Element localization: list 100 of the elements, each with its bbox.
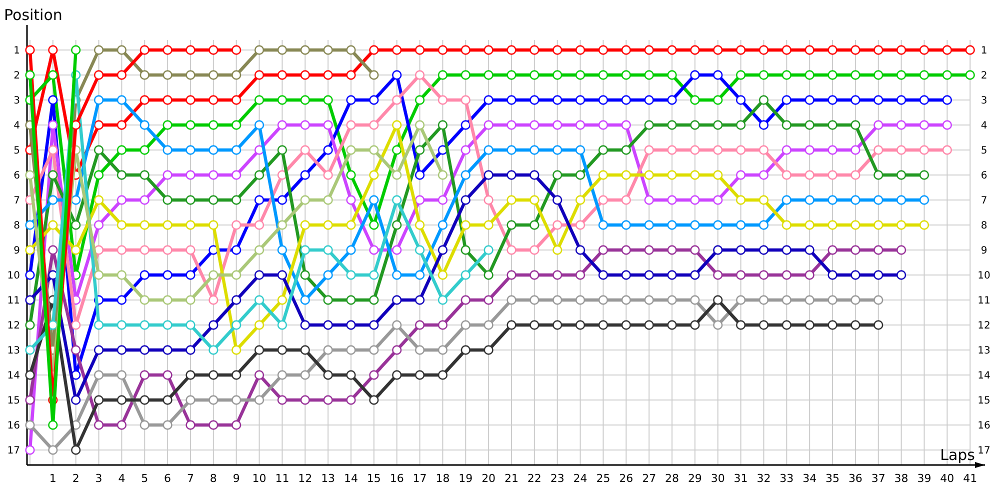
y-tick-label: 17 xyxy=(7,446,20,456)
point xyxy=(942,145,952,155)
point xyxy=(713,170,723,180)
point xyxy=(232,345,242,355)
point xyxy=(414,95,425,105)
point xyxy=(552,95,562,105)
point xyxy=(850,295,860,305)
point xyxy=(484,270,494,280)
point xyxy=(896,170,906,180)
point xyxy=(850,120,860,130)
point xyxy=(438,270,448,280)
point xyxy=(277,45,288,55)
x-tick-label: 4 xyxy=(118,472,126,485)
point xyxy=(323,45,333,55)
point xyxy=(94,220,104,230)
point xyxy=(232,120,242,130)
point xyxy=(162,220,172,230)
point xyxy=(254,120,264,130)
x-tick-label: 9 xyxy=(232,472,240,485)
point xyxy=(116,420,127,430)
point xyxy=(25,420,35,430)
x-tick-label: 14 xyxy=(344,472,358,485)
point xyxy=(48,445,58,455)
point xyxy=(48,95,58,105)
point xyxy=(277,195,288,205)
x-tick-label: 29 xyxy=(688,472,702,485)
point xyxy=(140,270,150,280)
point xyxy=(232,270,242,280)
point xyxy=(484,45,494,55)
point xyxy=(186,270,196,280)
point xyxy=(530,70,540,80)
point xyxy=(850,95,860,105)
point xyxy=(667,45,677,55)
point xyxy=(804,45,814,55)
point xyxy=(414,220,425,230)
point xyxy=(690,70,700,80)
point xyxy=(25,45,35,55)
point xyxy=(162,345,172,355)
x-tick-label: 34 xyxy=(802,472,817,485)
point xyxy=(460,195,470,205)
point xyxy=(736,170,746,180)
point xyxy=(346,370,356,380)
x-tick-label: 13 xyxy=(321,472,336,485)
point xyxy=(392,70,402,80)
point xyxy=(575,245,586,255)
point xyxy=(575,220,586,230)
point xyxy=(232,45,242,55)
point xyxy=(530,170,540,180)
point xyxy=(690,195,700,205)
y-tick-label: 4 xyxy=(14,120,20,132)
point xyxy=(506,120,516,130)
point xyxy=(392,370,402,380)
point xyxy=(713,320,723,330)
point xyxy=(438,320,448,330)
point xyxy=(186,220,196,230)
point xyxy=(874,145,884,155)
point xyxy=(25,345,35,355)
point xyxy=(346,220,356,230)
point xyxy=(369,45,379,55)
point xyxy=(232,95,242,105)
point xyxy=(736,270,746,280)
x-tick-label: 27 xyxy=(642,472,656,485)
point xyxy=(116,120,127,130)
x-tick-label: 38 xyxy=(894,472,908,485)
point xyxy=(369,120,379,130)
point xyxy=(782,145,792,155)
point xyxy=(552,270,562,280)
point xyxy=(208,120,218,130)
point xyxy=(644,295,654,305)
point xyxy=(575,320,586,330)
point xyxy=(874,245,884,255)
point xyxy=(162,95,172,105)
point xyxy=(506,270,516,280)
point xyxy=(346,270,356,280)
point xyxy=(208,320,218,330)
point xyxy=(208,395,218,405)
point xyxy=(186,120,196,130)
x-tick-label: 30 xyxy=(710,472,725,485)
point xyxy=(667,195,677,205)
point xyxy=(804,95,814,105)
point xyxy=(690,320,700,330)
point xyxy=(828,95,838,105)
point xyxy=(140,370,150,380)
point xyxy=(460,245,470,255)
point xyxy=(621,95,631,105)
point xyxy=(140,145,150,155)
point xyxy=(758,220,769,230)
point xyxy=(484,170,494,180)
y2-tick-label: 17 xyxy=(978,446,990,456)
point xyxy=(48,120,58,130)
point xyxy=(277,270,288,280)
point xyxy=(552,295,562,305)
point xyxy=(484,220,494,230)
point xyxy=(48,70,58,80)
point xyxy=(552,245,562,255)
point xyxy=(346,345,356,355)
point xyxy=(300,370,310,380)
point xyxy=(208,45,218,55)
point xyxy=(116,145,127,155)
point xyxy=(300,220,310,230)
